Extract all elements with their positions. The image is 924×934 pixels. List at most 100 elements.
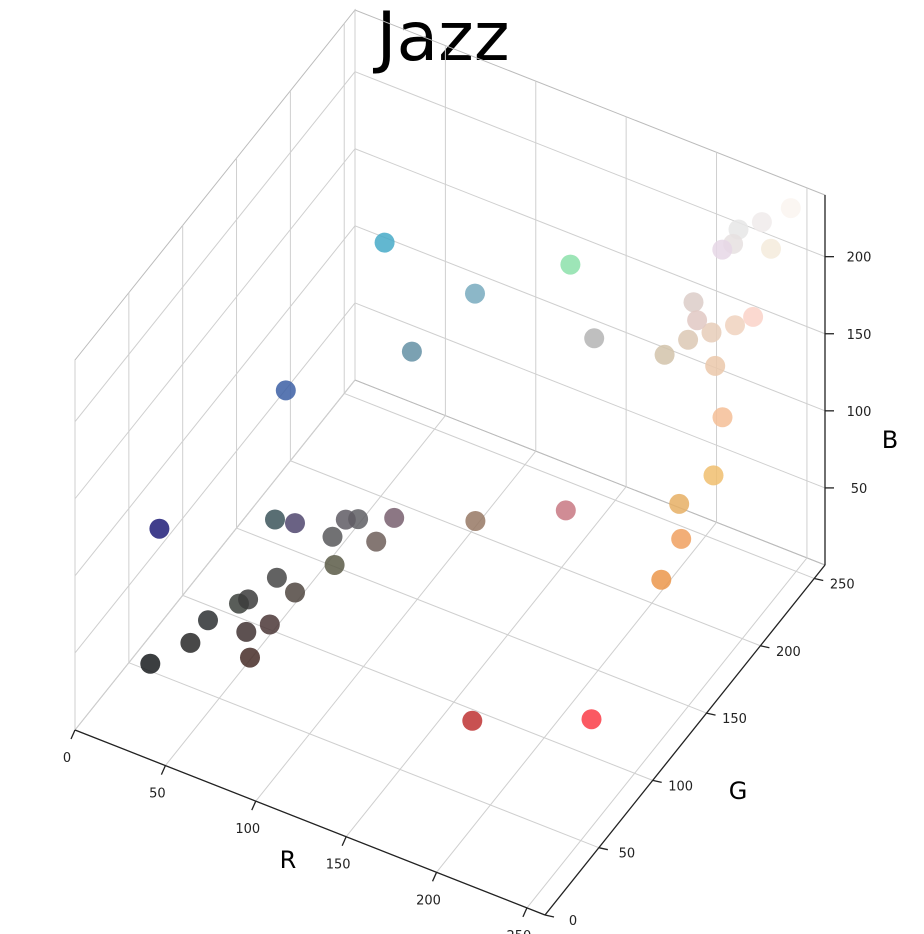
data-point (240, 647, 260, 668)
x-tick-mark (251, 800, 257, 811)
data-point (266, 567, 287, 588)
y-tick-mark (760, 645, 770, 649)
data-point (712, 407, 733, 428)
data-point (651, 569, 672, 590)
data-point (238, 589, 259, 610)
x-tick-mark (522, 907, 528, 918)
z-tick-label: 50 (851, 482, 868, 497)
data-point (780, 198, 801, 219)
data-point (560, 254, 581, 275)
data-point (401, 341, 422, 362)
data-point (671, 528, 692, 549)
x-tick-mark (431, 872, 438, 882)
y-tick-mark (814, 577, 824, 582)
gridline-z-left (74, 302, 356, 654)
data-point (265, 509, 285, 530)
back-pane (354, 9, 826, 566)
x-tick-mark (160, 765, 166, 775)
data-point (654, 344, 675, 365)
y-tick-mark (706, 712, 716, 716)
z-tick-label: 150 (847, 328, 872, 343)
gridline-y-floor (128, 662, 600, 849)
data-point (275, 380, 296, 401)
gridline-z-back (354, 302, 826, 489)
data-point (761, 238, 781, 259)
data-point (703, 465, 724, 486)
data-point (465, 283, 485, 304)
data-point (462, 710, 483, 731)
gridline-z-left (74, 148, 356, 500)
data-point (285, 582, 305, 603)
y-tick-label: 150 (722, 712, 747, 727)
x-tick-label: 200 (416, 893, 441, 908)
data-point (555, 500, 576, 521)
x-tick-label: 250 (507, 929, 532, 934)
gridline-z-back (354, 71, 826, 258)
x-tick-label: 0 (63, 751, 71, 766)
gridline-x-floor (345, 486, 627, 838)
chart-title: Jazz (372, 0, 509, 77)
data-point (683, 292, 704, 313)
y-tick-mark (544, 914, 555, 918)
data-point (140, 653, 161, 674)
x-axis-line (74, 729, 546, 916)
data-point (374, 232, 395, 253)
data-point (465, 511, 486, 531)
z-axis-label: B (882, 426, 898, 454)
gridline-z-back (354, 225, 826, 412)
data-point (285, 513, 305, 534)
z-tick-label: 100 (847, 405, 872, 420)
z-tick-label: 200 (847, 251, 872, 266)
y-tick-label: 100 (668, 779, 693, 794)
data-point (236, 621, 257, 642)
y-tick-label: 200 (776, 645, 801, 660)
gridline-y-floor (236, 527, 707, 714)
data-point (584, 328, 605, 349)
x-axis-label: R (280, 846, 297, 874)
gridline-x-floor (255, 450, 537, 802)
x-tick-label: 150 (326, 858, 351, 873)
data-point (687, 310, 708, 331)
data-point (384, 507, 405, 528)
y-tick-mark (652, 779, 662, 784)
data-point (366, 531, 387, 552)
data-point (712, 239, 733, 260)
chart-axes: 0 50 100 150 200 250 0 50 100 150 200 250 50 100 150 20… (63, 195, 872, 934)
gridline-y-floor (290, 460, 761, 647)
data-point (701, 322, 722, 343)
x-tick-label: 50 (149, 787, 166, 802)
gridline-z-left (74, 225, 356, 577)
x-tick-mark (341, 836, 347, 846)
data-point (581, 709, 602, 730)
gridline-y-floor (182, 594, 653, 781)
y-tick-mark (598, 847, 608, 851)
data-point (259, 614, 280, 635)
data-point (678, 329, 699, 350)
data-point (324, 555, 345, 575)
data-point (180, 632, 201, 653)
chart-gridlines (74, 10, 826, 916)
y-axis-line (544, 564, 826, 916)
data-point (149, 518, 170, 539)
gridline-z-left (74, 71, 356, 422)
data-point (725, 315, 745, 336)
gridline-x-floor (74, 379, 356, 731)
data-point (743, 306, 764, 327)
gridline-z-back (354, 148, 826, 335)
data-point (198, 610, 218, 631)
gridline-y-floor (344, 392, 815, 579)
gridline-x-floor (436, 521, 717, 873)
data-point (705, 355, 726, 376)
x-tick-mark (70, 729, 76, 740)
gridline-x-floor (164, 415, 446, 766)
x-tick-label: 100 (235, 822, 260, 837)
data-point (335, 509, 356, 530)
gridline-x-floor (526, 557, 808, 909)
chart-points (140, 198, 801, 731)
y-tick-label: 0 (569, 914, 577, 929)
y-axis-label: G (729, 777, 748, 805)
data-point (322, 526, 343, 547)
y-tick-label: 250 (830, 577, 855, 592)
y-tick-label: 50 (619, 847, 636, 862)
